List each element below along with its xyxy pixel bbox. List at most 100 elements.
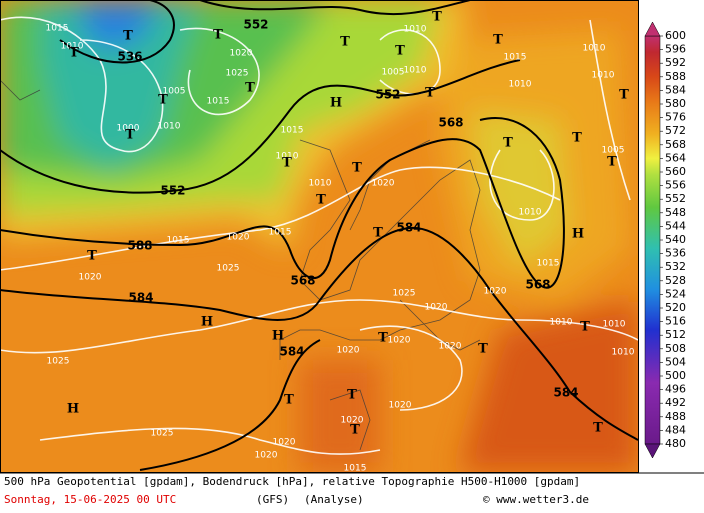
pressure-center-marker: T <box>245 81 255 96</box>
isobar-label: 1010 <box>550 318 573 328</box>
pressure-center-marker: T <box>87 249 97 264</box>
isobar-label: 1025 <box>217 264 240 274</box>
geopotential-label: 552 <box>243 18 268 32</box>
pressure-center-marker: H <box>272 329 284 344</box>
isobar-label: 1010 <box>276 152 299 162</box>
pressure-center-marker: H <box>330 96 342 111</box>
geopotential-label: 568 <box>525 278 550 292</box>
pressure-center-marker: T <box>352 161 362 176</box>
pressure-center-marker: T <box>580 320 590 335</box>
pressure-center-marker: T <box>425 86 435 101</box>
isobar-label: 1020 <box>337 346 360 356</box>
colorbar-tick-label: 480 <box>665 437 686 450</box>
footer-run: (Analyse) <box>304 493 364 506</box>
isobar-label: 1020 <box>439 342 462 352</box>
colorbar-tick-label: 516 <box>665 315 686 328</box>
isobar-label: 1025 <box>47 357 70 367</box>
isobar-label: 1010 <box>592 71 615 81</box>
isobar-label: 1020 <box>273 438 296 448</box>
colorbar-tick-label: 548 <box>665 206 686 219</box>
map <box>0 0 638 472</box>
colorbar-tick-label: 496 <box>665 383 686 396</box>
colorbar-tick-label: 596 <box>665 43 686 56</box>
isobar-label: 1010 <box>158 122 181 132</box>
isobar-label: 1015 <box>207 97 230 107</box>
isobar-label: 1010 <box>603 320 626 330</box>
pressure-center-marker: T <box>572 131 582 146</box>
colorbar-tick-label: 512 <box>665 328 686 341</box>
isobar-label: 1025 <box>393 289 416 299</box>
isobar-label: 1015 <box>281 126 304 136</box>
colorbar-tick-label: 576 <box>665 111 686 124</box>
isobar-label: 1010 <box>404 25 427 35</box>
colorbar-tick-label: 540 <box>665 233 686 246</box>
pressure-center-marker: H <box>572 227 584 242</box>
isobar-label: 1010 <box>509 80 532 90</box>
colorbar-tick-label: 552 <box>665 192 686 205</box>
pressure-center-marker: T <box>607 155 617 170</box>
isobar-label: 1010 <box>404 66 427 76</box>
geopotential-label: 536 <box>117 50 142 64</box>
colorbar-tick-label: 572 <box>665 124 686 137</box>
pressure-center-marker: T <box>493 33 503 48</box>
pressure-center-marker: T <box>503 136 513 151</box>
isobar-label: 1015 <box>504 53 527 63</box>
isobar-label: 1010 <box>519 208 542 218</box>
pressure-center-marker: T <box>282 156 292 171</box>
geopotential-label: 584 <box>279 345 304 359</box>
colorbar-tick-label: 508 <box>665 342 686 355</box>
isobar-label: 1000 <box>117 124 140 134</box>
colorbar-tick-label: 568 <box>665 138 686 151</box>
pressure-center-marker: T <box>125 128 135 143</box>
isobar-label: 1015 <box>537 259 560 269</box>
pressure-center-marker: H <box>67 402 79 417</box>
isobar-label: 1015 <box>167 236 190 246</box>
footer-model: (GFS) <box>256 493 289 506</box>
colorbar-top-arrow <box>644 21 661 37</box>
colorbar-tick-label: 488 <box>665 410 686 423</box>
colorbar-tick-label: 500 <box>665 369 686 382</box>
colorbar-tick-label: 584 <box>665 83 686 96</box>
pressure-center-marker: T <box>123 29 133 44</box>
colorbar-tick-label: 492 <box>665 396 686 409</box>
isobar-label: 1015 <box>269 228 292 238</box>
isobar-label: 1010 <box>309 179 332 189</box>
pressure-center-marker: T <box>478 342 488 357</box>
colorbar: 6005965925885845805765725685645605565525… <box>644 21 686 459</box>
geopotential-label: 584 <box>396 221 421 235</box>
pressure-center-marker: T <box>284 393 294 408</box>
isobar-label: 1010 <box>583 44 606 54</box>
isobar-label: 1020 <box>425 303 448 313</box>
colorbar-tick-label: 556 <box>665 179 686 192</box>
pressure-center-marker: T <box>316 193 326 208</box>
isobars <box>0 16 638 455</box>
isobar-label: 1020 <box>372 179 395 189</box>
geopotential-label: 584 <box>553 386 578 400</box>
colorbar-bottom-arrow <box>644 443 661 459</box>
isobar-label: 1015 <box>46 24 69 34</box>
pressure-center-marker: T <box>347 388 357 403</box>
isobar-label: 1005 <box>382 68 405 78</box>
colorbar-tick-label: 600 <box>665 29 686 42</box>
colorbar-tick-label: 564 <box>665 151 686 164</box>
colorbar-tick-label: 520 <box>665 301 686 314</box>
isobar-label: 1010 <box>612 348 635 358</box>
colorbar-tick-label: 588 <box>665 70 686 83</box>
isobar-label: 1005 <box>602 146 625 156</box>
pressure-center-marker: T <box>69 46 79 61</box>
pressure-center-marker: T <box>593 421 603 436</box>
pressure-center-marker: T <box>619 88 629 103</box>
isobar-label: 1020 <box>484 287 507 297</box>
pressure-center-marker: T <box>340 35 350 50</box>
isobar-label: 1020 <box>255 451 278 461</box>
pressure-center-marker: T <box>158 93 168 108</box>
footer-description: 500 hPa Geopotential [gpdam], Bodendruck… <box>4 475 580 488</box>
geopotential-label: 552 <box>160 184 185 198</box>
pressure-center-marker: T <box>373 226 383 241</box>
colorbar-tick-label: 544 <box>665 219 686 232</box>
footer-date: Sonntag, 15-06-2025 00 UTC <box>4 493 176 506</box>
geopotential-label: 588 <box>127 239 152 253</box>
geopotential-label: 552 <box>375 88 400 102</box>
isobar-label: 1020 <box>79 273 102 283</box>
colorbar-tick-label: 536 <box>665 247 686 260</box>
